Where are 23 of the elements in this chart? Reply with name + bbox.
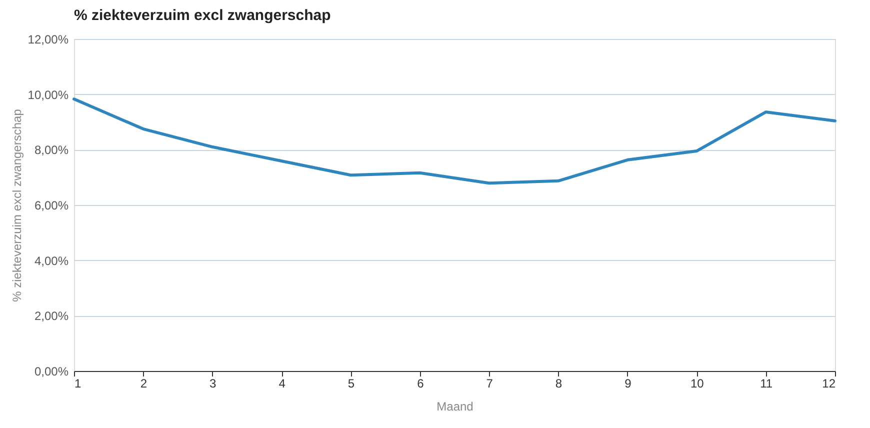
y-axis-title: % ziekteverzuim excl zwangerschap xyxy=(10,108,24,302)
x-tick-label: 2 xyxy=(140,376,148,390)
y-tick-label: 12,00% xyxy=(28,32,69,46)
x-tick-label: 3 xyxy=(210,376,217,390)
x-tick-label: 7 xyxy=(486,376,494,390)
x-tick-label: 12 xyxy=(822,376,836,390)
x-tick-label: 8 xyxy=(555,376,562,390)
y-tick-label: 10,00% xyxy=(28,88,69,102)
y-tick-label: 0,00% xyxy=(34,364,69,378)
y-tick-label: 6,00% xyxy=(34,198,69,212)
y-tick-label: 8,00% xyxy=(34,143,69,158)
y-tick-label: 4,00% xyxy=(34,254,69,268)
x-tick-label: 4 xyxy=(278,376,286,390)
x-tick-label: 9 xyxy=(624,376,632,390)
x-tick-label: 5 xyxy=(348,376,355,390)
chart-title: % ziekteverzuim excl zwangerschap xyxy=(74,7,331,24)
y-tick-label: 2,00% xyxy=(34,309,69,324)
line-series xyxy=(72,98,836,185)
x-tick-label: 10 xyxy=(690,376,704,390)
x-tick-label: 6 xyxy=(417,376,424,390)
x-tick-label: 11 xyxy=(760,376,773,390)
x-axis-title: Maand xyxy=(436,400,474,414)
x-tick-label: 1 xyxy=(74,376,82,390)
